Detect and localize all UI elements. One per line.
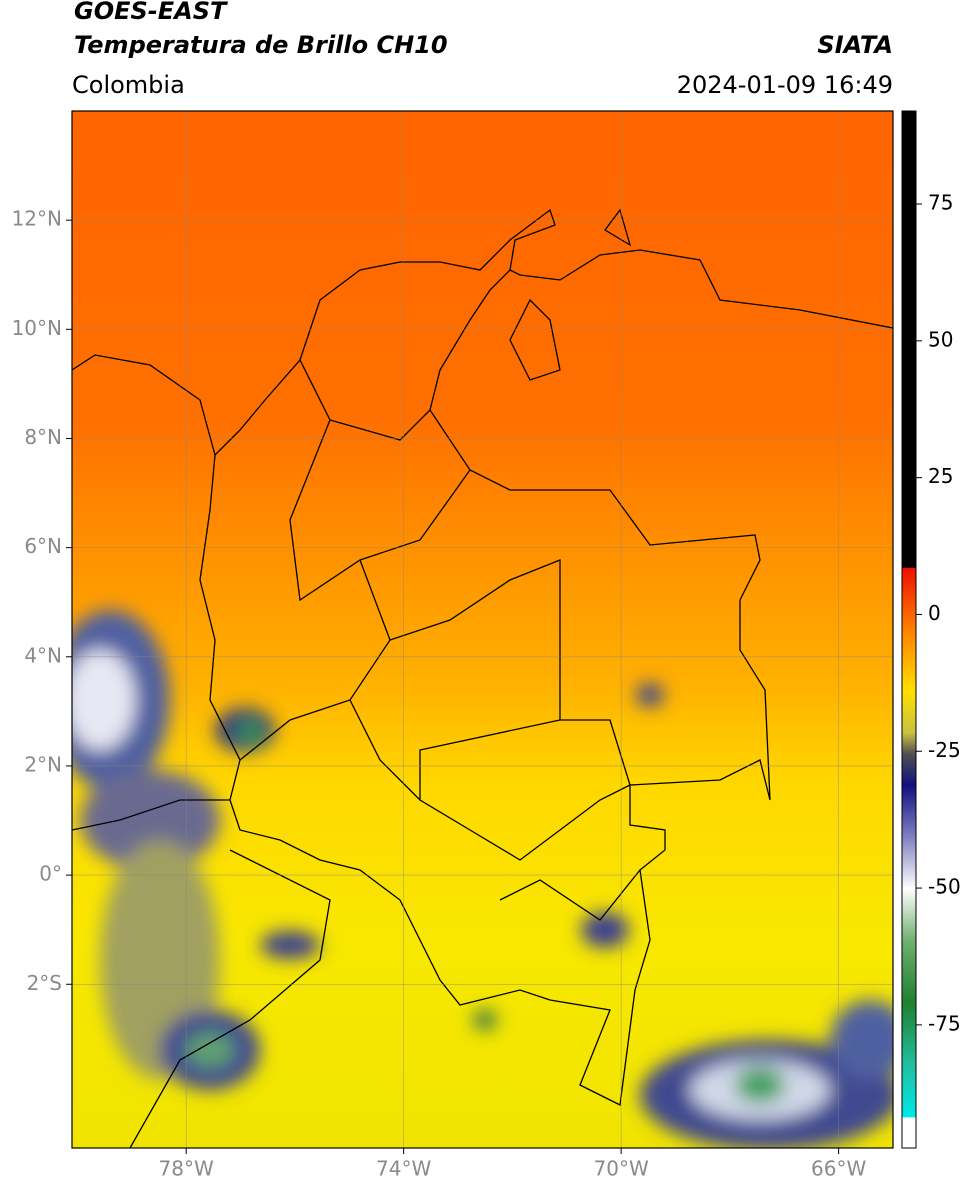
y-tick-label: 6°N — [24, 534, 62, 558]
y-tick-label: 12°N — [12, 207, 62, 231]
colorbar — [901, 110, 917, 1149]
x-tick-label: 78°W — [159, 1157, 214, 1181]
subtitle: Temperatura de Brillo CH10 — [74, 31, 448, 59]
colorbar-tick-label: 25 — [928, 464, 953, 488]
colombia-border — [199, 208, 771, 1106]
y-tick-label: 10°N — [12, 316, 62, 340]
datetime: 2024-01-09 16:49 — [677, 71, 893, 99]
map-frame — [71, 110, 894, 1149]
y-tick-label: 4°N — [24, 643, 62, 667]
coastline — [72, 208, 893, 1148]
grid — [72, 111, 893, 1148]
colorbar-tick-label: 75 — [928, 191, 953, 215]
x-tick-label: 70°W — [594, 1157, 649, 1181]
title: GOES-EAST — [74, 0, 228, 25]
department-borders — [239, 359, 641, 921]
map-image — [72, 111, 893, 1148]
y-tick-label: 8°N — [24, 425, 62, 449]
x-tick-label: 74°W — [376, 1157, 431, 1181]
clouds — [72, 610, 893, 1148]
colorbar-tick-label: 50 — [928, 327, 953, 351]
region: Colombia — [72, 71, 185, 99]
x-tick-label: 66°W — [811, 1157, 866, 1181]
y-tick-label: 0° — [39, 862, 62, 886]
colorbar-tick-label: -50 — [928, 875, 961, 899]
colorbar-tick-label: -75 — [928, 1011, 961, 1035]
y-tick-label: 2°N — [24, 752, 62, 776]
y-tick-label: 2°S — [27, 971, 62, 995]
colorbar-tick-label: -25 — [928, 738, 961, 762]
colorbar-tick-label: 0 — [928, 601, 941, 625]
source: SIATA — [817, 31, 893, 59]
